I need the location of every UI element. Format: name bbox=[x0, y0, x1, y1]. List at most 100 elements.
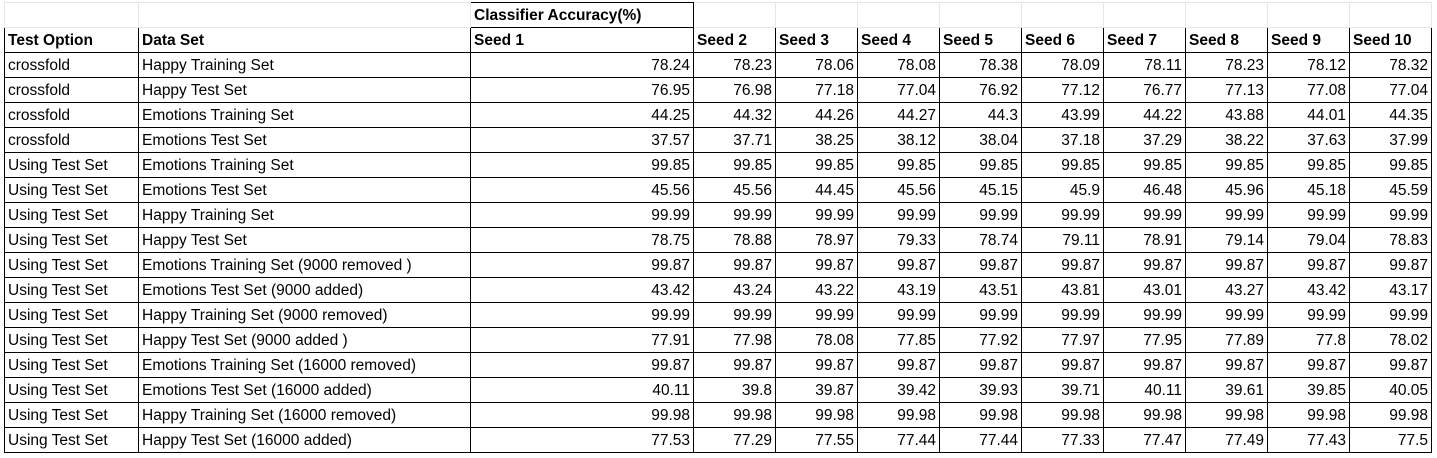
accuracy-cell[interactable]: 99.98 bbox=[693, 402, 776, 428]
header-seed-2[interactable]: Seed 2 bbox=[693, 27, 776, 53]
accuracy-cell[interactable]: 44.26 bbox=[775, 102, 858, 128]
accuracy-cell[interactable]: 99.98 bbox=[1185, 402, 1268, 428]
accuracy-cell[interactable]: 99.85 bbox=[470, 152, 694, 178]
header-seed-5[interactable]: Seed 5 bbox=[939, 27, 1022, 53]
test-option-cell[interactable]: Using Test Set bbox=[4, 277, 139, 303]
accuracy-cell[interactable]: 78.91 bbox=[1103, 227, 1186, 253]
accuracy-cell[interactable]: 99.98 bbox=[470, 402, 694, 428]
accuracy-cell[interactable]: 43.99 bbox=[1021, 102, 1104, 128]
accuracy-cell[interactable]: 37.29 bbox=[1103, 127, 1186, 153]
accuracy-cell[interactable]: 99.87 bbox=[1185, 252, 1268, 278]
accuracy-cell[interactable]: 78.06 bbox=[775, 52, 858, 78]
accuracy-cell[interactable]: 99.99 bbox=[470, 202, 694, 228]
accuracy-cell[interactable]: 78.08 bbox=[857, 52, 940, 78]
data-set-cell[interactable]: Emotions Training Set bbox=[138, 102, 471, 128]
accuracy-cell[interactable]: 78.09 bbox=[1021, 52, 1104, 78]
data-set-cell[interactable]: Emotions Test Set (9000 added) bbox=[138, 277, 471, 303]
accuracy-cell[interactable]: 77.43 bbox=[1267, 427, 1350, 453]
accuracy-cell[interactable]: 99.87 bbox=[1021, 352, 1104, 378]
accuracy-cell[interactable]: 43.51 bbox=[939, 277, 1022, 303]
accuracy-cell[interactable]: 39.87 bbox=[775, 377, 858, 403]
header-seed-4[interactable]: Seed 4 bbox=[857, 27, 940, 53]
accuracy-cell[interactable]: 45.15 bbox=[939, 177, 1022, 203]
accuracy-cell[interactable]: 44.3 bbox=[939, 102, 1022, 128]
accuracy-cell[interactable]: 77.97 bbox=[1021, 327, 1104, 353]
accuracy-cell[interactable]: 77.33 bbox=[1021, 427, 1104, 453]
data-set-cell[interactable]: Emotions Training Set (16000 removed) bbox=[138, 352, 471, 378]
accuracy-cell[interactable]: 99.99 bbox=[857, 302, 940, 328]
accuracy-cell[interactable]: 39.93 bbox=[939, 377, 1022, 403]
accuracy-cell[interactable]: 39.8 bbox=[693, 377, 776, 403]
accuracy-cell[interactable]: 45.59 bbox=[1349, 177, 1432, 203]
accuracy-cell[interactable]: 99.87 bbox=[1103, 252, 1186, 278]
accuracy-cell[interactable]: 43.22 bbox=[775, 277, 858, 303]
accuracy-cell[interactable]: 99.87 bbox=[775, 252, 858, 278]
header-seed-7[interactable]: Seed 7 bbox=[1103, 27, 1186, 53]
empty-cell[interactable] bbox=[1103, 2, 1186, 28]
accuracy-cell[interactable]: 99.98 bbox=[1103, 402, 1186, 428]
header-seed-1[interactable]: Seed 1 bbox=[470, 27, 694, 53]
accuracy-cell[interactable]: 43.42 bbox=[1267, 277, 1350, 303]
test-option-cell[interactable]: Using Test Set bbox=[4, 202, 139, 228]
accuracy-cell[interactable]: 38.22 bbox=[1185, 127, 1268, 153]
accuracy-cell[interactable]: 44.25 bbox=[470, 102, 694, 128]
accuracy-cell[interactable]: 43.19 bbox=[857, 277, 940, 303]
accuracy-cell[interactable]: 78.23 bbox=[693, 52, 776, 78]
accuracy-cell[interactable]: 99.85 bbox=[939, 152, 1022, 178]
accuracy-cell[interactable]: 78.23 bbox=[1185, 52, 1268, 78]
data-set-cell[interactable]: Emotions Training Set (9000 removed ) bbox=[138, 252, 471, 278]
accuracy-cell[interactable]: 99.99 bbox=[939, 302, 1022, 328]
accuracy-cell[interactable]: 39.61 bbox=[1185, 377, 1268, 403]
accuracy-cell[interactable]: 77.95 bbox=[1103, 327, 1186, 353]
accuracy-cell[interactable]: 99.99 bbox=[1349, 202, 1432, 228]
empty-cell[interactable] bbox=[857, 2, 940, 28]
accuracy-cell[interactable]: 99.99 bbox=[1185, 302, 1268, 328]
data-set-cell[interactable]: Happy Test Set (16000 added) bbox=[138, 427, 471, 453]
accuracy-cell[interactable]: 99.99 bbox=[1021, 302, 1104, 328]
accuracy-cell[interactable]: 43.01 bbox=[1103, 277, 1186, 303]
accuracy-cell[interactable]: 43.17 bbox=[1349, 277, 1432, 303]
data-set-cell[interactable]: Happy Training Set (16000 removed) bbox=[138, 402, 471, 428]
accuracy-cell[interactable]: 77.04 bbox=[857, 77, 940, 103]
accuracy-cell[interactable]: 77.04 bbox=[1349, 77, 1432, 103]
data-set-cell[interactable]: Emotions Training Set bbox=[138, 152, 471, 178]
test-option-cell[interactable]: Using Test Set bbox=[4, 427, 139, 453]
accuracy-cell[interactable]: 44.35 bbox=[1349, 102, 1432, 128]
accuracy-cell[interactable]: 99.98 bbox=[775, 402, 858, 428]
accuracy-cell[interactable]: 45.56 bbox=[857, 177, 940, 203]
group-header-cell[interactable]: Classifier Accuracy(%) bbox=[470, 2, 694, 28]
accuracy-cell[interactable]: 99.87 bbox=[1185, 352, 1268, 378]
accuracy-cell[interactable]: 78.75 bbox=[470, 227, 694, 253]
test-option-cell[interactable]: crossfold bbox=[4, 102, 139, 128]
accuracy-cell[interactable]: 99.87 bbox=[1267, 252, 1350, 278]
accuracy-cell[interactable]: 79.04 bbox=[1267, 227, 1350, 253]
data-set-cell[interactable]: Happy Training Set bbox=[138, 52, 471, 78]
accuracy-cell[interactable]: 44.27 bbox=[857, 102, 940, 128]
empty-cell[interactable] bbox=[1021, 2, 1104, 28]
accuracy-cell[interactable]: 76.77 bbox=[1103, 77, 1186, 103]
accuracy-cell[interactable]: 99.99 bbox=[1267, 202, 1350, 228]
accuracy-cell[interactable]: 99.87 bbox=[1349, 352, 1432, 378]
accuracy-cell[interactable]: 99.98 bbox=[1349, 402, 1432, 428]
accuracy-cell[interactable]: 77.85 bbox=[857, 327, 940, 353]
accuracy-cell[interactable]: 78.11 bbox=[1103, 52, 1186, 78]
accuracy-cell[interactable]: 37.71 bbox=[693, 127, 776, 153]
accuracy-cell[interactable]: 77.89 bbox=[1185, 327, 1268, 353]
accuracy-cell[interactable]: 99.87 bbox=[1021, 252, 1104, 278]
header-test-option[interactable]: Test Option bbox=[4, 27, 139, 53]
accuracy-cell[interactable]: 99.99 bbox=[1349, 302, 1432, 328]
accuracy-cell[interactable]: 37.63 bbox=[1267, 127, 1350, 153]
test-option-cell[interactable]: Using Test Set bbox=[4, 177, 139, 203]
accuracy-cell[interactable]: 45.56 bbox=[693, 177, 776, 203]
accuracy-cell[interactable]: 76.98 bbox=[693, 77, 776, 103]
accuracy-cell[interactable]: 99.99 bbox=[1103, 202, 1186, 228]
accuracy-cell[interactable]: 99.87 bbox=[693, 352, 776, 378]
accuracy-cell[interactable]: 77.12 bbox=[1021, 77, 1104, 103]
accuracy-cell[interactable]: 99.85 bbox=[775, 152, 858, 178]
accuracy-cell[interactable]: 78.08 bbox=[775, 327, 858, 353]
header-data-set[interactable]: Data Set bbox=[138, 27, 471, 53]
accuracy-cell[interactable]: 76.92 bbox=[939, 77, 1022, 103]
accuracy-cell[interactable]: 99.99 bbox=[1185, 202, 1268, 228]
empty-cell[interactable] bbox=[138, 2, 471, 28]
data-set-cell[interactable]: Happy Test Set bbox=[138, 77, 471, 103]
